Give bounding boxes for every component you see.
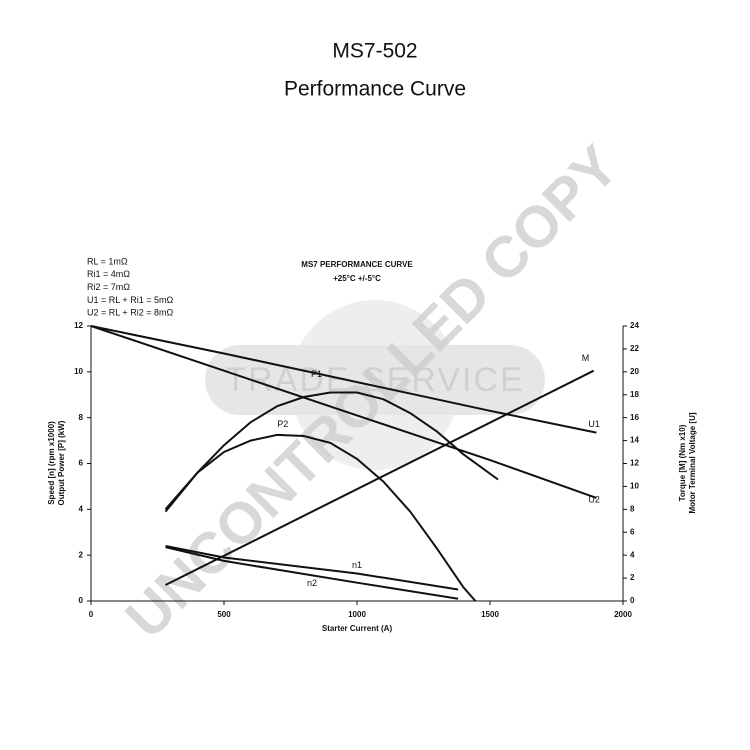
watermark: TRADE SERVICE — [225, 361, 524, 399]
y2-tick-label: 2 — [630, 573, 635, 582]
series-line — [164, 391, 499, 513]
x-tick-label: 500 — [217, 610, 231, 619]
series-label: n2 — [307, 578, 317, 588]
y-axis-label: Output Power [P] (kW) — [57, 420, 66, 505]
y2-tick-label: 16 — [630, 413, 639, 422]
x-tick-label: 2000 — [614, 610, 632, 619]
x-axis-label: Starter Current (A) — [322, 624, 393, 633]
series-line — [165, 545, 459, 591]
note: RL = 1mΩ — [87, 256, 128, 266]
series-label: U1 — [588, 419, 600, 429]
y2-axis-label: Motor Terminal Voltage [U] — [688, 412, 697, 513]
x-tick-label: 0 — [89, 610, 94, 619]
x-tick-label: 1000 — [348, 610, 366, 619]
y2-tick-label: 20 — [630, 367, 639, 376]
y2-axis-label: Torque [M] (Nm x10) — [678, 424, 687, 501]
y2-tick-label: 24 — [630, 321, 639, 330]
y2-tick-label: 4 — [630, 550, 635, 559]
y2-tick-label: 10 — [630, 482, 639, 491]
watermark-band — [205, 345, 545, 415]
y2-tick-label: 22 — [630, 344, 639, 353]
series-label: P1 — [311, 369, 322, 379]
y2-tick-label: 12 — [630, 459, 639, 468]
series-label: P2 — [277, 419, 288, 429]
chart-subtitle: +25°C +/-5°C — [333, 274, 381, 283]
y-tick-label: 0 — [79, 596, 84, 605]
note: Ri2 = 7mΩ — [87, 282, 130, 292]
y-tick-label: 10 — [74, 367, 83, 376]
page-subtitle: Performance Curve — [284, 78, 466, 101]
note: U2 = RL + Ri2 = 8mΩ — [87, 308, 173, 318]
series-label: n1 — [352, 560, 362, 570]
y2-tick-label: 0 — [630, 596, 635, 605]
y-tick-label: 2 — [79, 550, 84, 559]
y2-tick-label: 18 — [630, 390, 639, 399]
y-tick-label: 8 — [79, 413, 84, 422]
series-line — [164, 433, 477, 602]
chart-title: MS7 PERFORMANCE CURVE — [301, 260, 413, 269]
y2-tick-label: 8 — [630, 504, 635, 513]
note: U1 = RL + Ri1 = 5mΩ — [87, 295, 173, 305]
y-axis-label: Speed [n] (rpm x1000) — [47, 421, 56, 505]
y2-tick-label: 14 — [630, 436, 639, 445]
page-title: MS7-502 — [332, 40, 417, 63]
series-line — [165, 546, 459, 600]
series-label: U2 — [588, 494, 600, 504]
y2-tick-label: 6 — [630, 527, 635, 536]
series-line — [90, 325, 597, 499]
series-line — [90, 325, 597, 434]
y-tick-label: 12 — [74, 321, 83, 330]
x-tick-label: 1500 — [481, 610, 499, 619]
series-label: M — [582, 353, 590, 363]
note: Ri1 = 4mΩ — [87, 269, 130, 279]
y-tick-label: 6 — [79, 459, 84, 468]
y-tick-label: 4 — [79, 504, 84, 513]
